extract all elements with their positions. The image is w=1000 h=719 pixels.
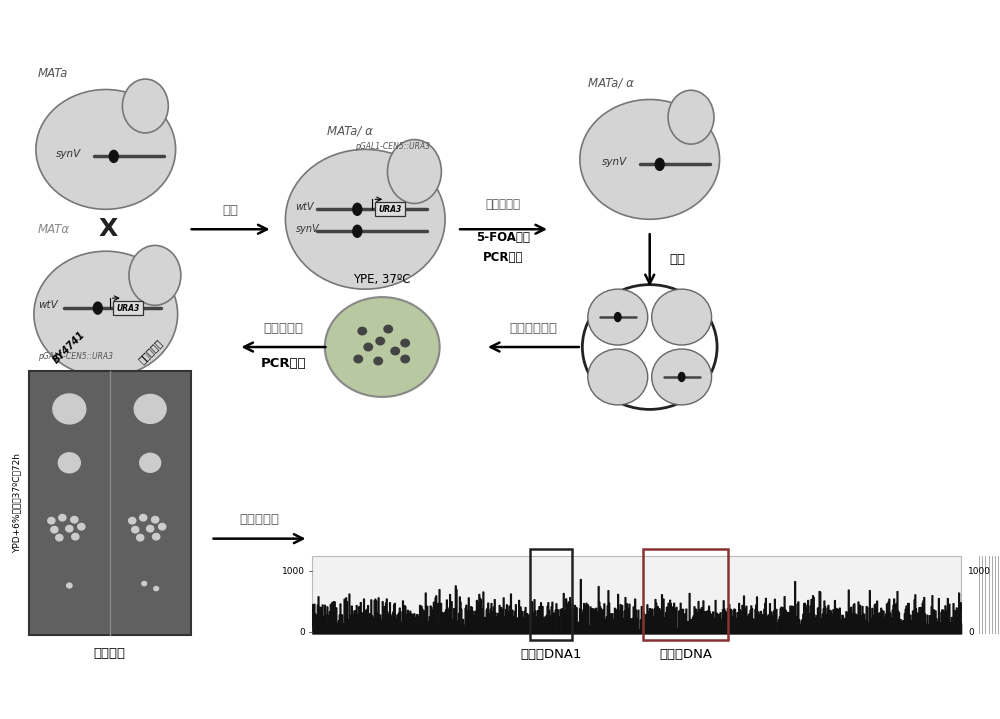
Text: URA3: URA3 xyxy=(116,303,139,313)
Ellipse shape xyxy=(93,302,102,314)
Ellipse shape xyxy=(142,582,147,586)
Text: wtV: wtV xyxy=(38,300,58,310)
Ellipse shape xyxy=(147,526,154,532)
Bar xyxy=(375,202,405,216)
Text: 多拷贝DNA1: 多拷贝DNA1 xyxy=(520,649,582,661)
Text: PCR验证: PCR验证 xyxy=(261,357,306,370)
Text: 0: 0 xyxy=(968,628,974,637)
Bar xyxy=(29,371,191,636)
Ellipse shape xyxy=(72,533,79,540)
Ellipse shape xyxy=(140,515,147,521)
Text: synV: synV xyxy=(602,157,627,168)
Text: 单倍体菌株: 单倍体菌株 xyxy=(136,337,164,365)
Text: 随机孢子分析: 随机孢子分析 xyxy=(509,322,557,335)
Text: MATα: MATα xyxy=(38,223,70,237)
Bar xyxy=(113,301,143,315)
Ellipse shape xyxy=(137,534,144,541)
Ellipse shape xyxy=(53,394,86,424)
Text: 5-FOA筛选: 5-FOA筛选 xyxy=(476,232,530,244)
Ellipse shape xyxy=(358,327,367,335)
Ellipse shape xyxy=(59,515,66,521)
Text: 0: 0 xyxy=(300,628,305,637)
Text: pGAL1-CEN5::URA3: pGAL1-CEN5::URA3 xyxy=(355,142,430,152)
Ellipse shape xyxy=(66,526,73,532)
Ellipse shape xyxy=(140,453,161,472)
Ellipse shape xyxy=(678,372,685,382)
Text: 单拷贝DNA: 单拷贝DNA xyxy=(659,649,712,661)
Bar xyxy=(530,549,572,641)
Ellipse shape xyxy=(376,337,384,345)
Text: MATa: MATa xyxy=(38,67,68,80)
Text: 1000: 1000 xyxy=(282,567,305,576)
Ellipse shape xyxy=(67,583,72,588)
Text: MATa/ α: MATa/ α xyxy=(327,124,373,137)
Bar xyxy=(312,556,961,633)
Ellipse shape xyxy=(154,587,159,590)
Text: 表型确认: 表型确认 xyxy=(94,647,126,661)
Text: BY4741: BY4741 xyxy=(51,329,87,365)
Text: synV: synV xyxy=(56,150,81,160)
Ellipse shape xyxy=(353,203,362,215)
Text: wtV: wtV xyxy=(295,202,314,212)
Ellipse shape xyxy=(132,526,139,533)
Ellipse shape xyxy=(655,158,664,170)
Ellipse shape xyxy=(34,251,178,377)
Text: 基因组测序: 基因组测序 xyxy=(239,513,279,526)
Text: PCR验证: PCR验证 xyxy=(483,251,523,264)
Ellipse shape xyxy=(58,453,80,473)
Ellipse shape xyxy=(401,355,409,363)
Ellipse shape xyxy=(51,526,58,533)
Ellipse shape xyxy=(36,90,176,209)
Ellipse shape xyxy=(387,139,441,203)
Ellipse shape xyxy=(615,313,621,321)
Ellipse shape xyxy=(56,534,63,541)
Bar xyxy=(643,549,728,641)
Text: pGAL1-CEN5::URA3: pGAL1-CEN5::URA3 xyxy=(38,352,113,360)
Ellipse shape xyxy=(285,150,445,289)
Ellipse shape xyxy=(652,289,712,345)
Ellipse shape xyxy=(668,91,714,144)
Text: MATa/ α: MATa/ α xyxy=(588,76,634,90)
Ellipse shape xyxy=(364,343,372,351)
Text: 1000: 1000 xyxy=(968,567,991,576)
Ellipse shape xyxy=(353,225,362,237)
Text: 生孢: 生孢 xyxy=(670,252,686,266)
Ellipse shape xyxy=(48,518,55,524)
Ellipse shape xyxy=(134,395,166,423)
Ellipse shape xyxy=(401,339,409,347)
Text: 半乳糖诱导: 半乳糖诱导 xyxy=(485,198,520,211)
Ellipse shape xyxy=(580,99,720,219)
Text: YPE, 37ºC: YPE, 37ºC xyxy=(353,273,411,286)
Text: X: X xyxy=(98,217,117,242)
Ellipse shape xyxy=(588,349,648,405)
Ellipse shape xyxy=(71,516,78,523)
Ellipse shape xyxy=(159,523,166,530)
Text: synV: synV xyxy=(295,224,319,234)
Ellipse shape xyxy=(152,516,159,523)
Text: YPD+6%乙醇，37ºC，72h: YPD+6%乙醇，37ºC，72h xyxy=(12,453,21,553)
Ellipse shape xyxy=(384,325,392,333)
Ellipse shape xyxy=(391,347,399,354)
Ellipse shape xyxy=(588,289,648,345)
Ellipse shape xyxy=(325,297,440,397)
Text: URA3: URA3 xyxy=(379,205,402,214)
Ellipse shape xyxy=(374,357,382,365)
Ellipse shape xyxy=(78,523,85,530)
Ellipse shape xyxy=(153,533,160,540)
Ellipse shape xyxy=(354,355,363,363)
Text: 融合: 融合 xyxy=(223,204,239,217)
Ellipse shape xyxy=(109,150,118,162)
Text: 单倍体筛选: 单倍体筛选 xyxy=(263,322,303,335)
Ellipse shape xyxy=(129,518,136,524)
Ellipse shape xyxy=(122,79,168,133)
Ellipse shape xyxy=(652,349,712,405)
Ellipse shape xyxy=(129,245,181,306)
